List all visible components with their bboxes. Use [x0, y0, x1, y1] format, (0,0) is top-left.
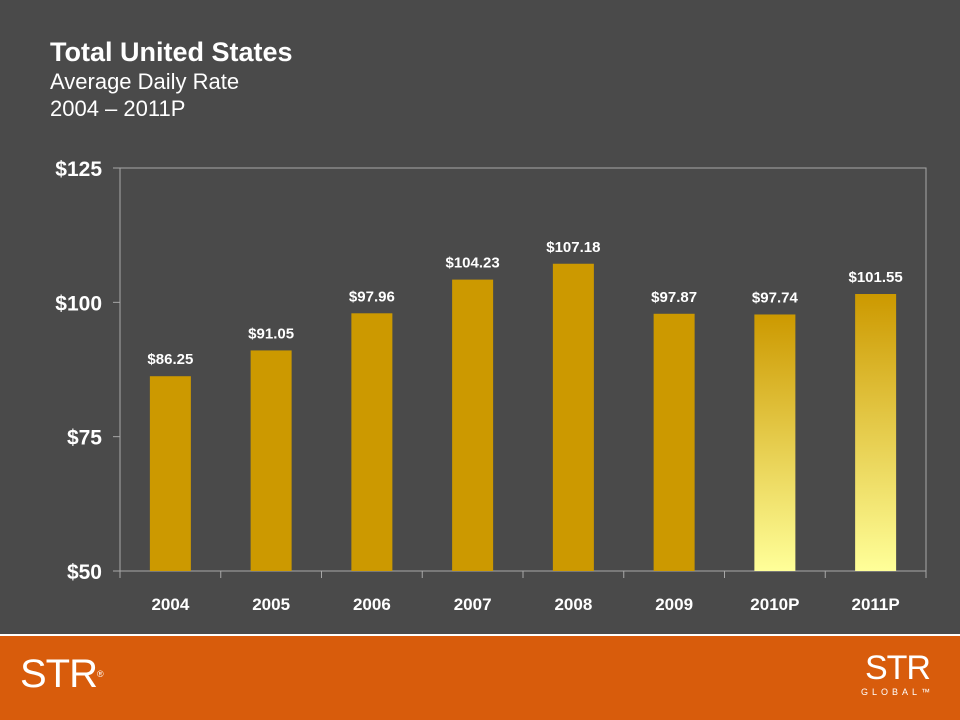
x-tick-label-2011p: 2011P [852, 595, 900, 614]
x-tick-label-2006: 2006 [353, 595, 391, 614]
value-label-2010p: $97.74 [752, 289, 799, 306]
bar-2007 [452, 279, 494, 571]
footer-divider [0, 634, 960, 636]
bar-2005 [250, 350, 292, 571]
y-tick-label-125: $125 [55, 158, 102, 181]
x-tick-label-2005: 2005 [252, 595, 290, 614]
str-global-logo-subtext: GLOBAL™ [860, 687, 934, 697]
bar-2004 [149, 376, 191, 571]
str-global-logo: STR GLOBAL™ [861, 650, 934, 698]
bars-group [149, 263, 897, 571]
y-tick-label-75: $75 [67, 427, 102, 450]
x-tick-label-2004: 2004 [151, 595, 189, 614]
y-axis: $50 $75 $100 $125 [55, 158, 120, 584]
value-label-2005: $91.05 [248, 325, 294, 342]
value-label-2009: $97.87 [651, 289, 697, 306]
x-tick-label-2010p: 2010P [750, 595, 799, 614]
y-tick-label-50: $50 [67, 561, 102, 584]
str-global-logo-text: STR [864, 649, 931, 687]
x-tick-label-2009: 2009 [655, 595, 693, 614]
value-label-2004: $86.25 [147, 351, 193, 368]
x-axis: 2004 2005 2006 2007 2008 2009 2010P 2011P [119, 571, 927, 614]
str-logo-registered-mark: ® [97, 669, 104, 679]
bar-2010p [754, 314, 796, 571]
bar-chart: $86.25 $91.05 $97.96 $104.23 $107.18 $97.87 $9… [55, 158, 927, 614]
footer-bar: STR® STR GLOBAL™ [0, 636, 960, 720]
str-logo: STR® [20, 650, 104, 698]
title-block: Total United States Average Daily Rate 2… [50, 36, 293, 122]
bar-2011p [855, 294, 897, 571]
str-logo-text: STR [20, 652, 98, 696]
plot-area [119, 167, 927, 572]
bar-2006 [351, 313, 393, 571]
bar-2008 [552, 263, 594, 571]
value-label-2008: $107.18 [546, 239, 600, 256]
chart-title: Total United States [50, 37, 293, 67]
x-tick-label-2008: 2008 [554, 595, 592, 614]
y-tick-label-100: $100 [55, 292, 102, 315]
value-label-2011p: $101.55 [849, 269, 903, 286]
value-labels-group: $86.25 $91.05 $97.96 $104.23 $107.18 $97.87 $9… [147, 239, 902, 368]
x-tick-label-2007: 2007 [454, 595, 492, 614]
bar-2009 [653, 313, 695, 571]
value-label-2007: $104.23 [446, 255, 500, 272]
chart-subtitle-metric: Average Daily Rate [50, 69, 240, 94]
value-label-2006: $97.96 [349, 288, 395, 305]
chart-subtitle-period: 2004 – 2011P [50, 96, 186, 121]
